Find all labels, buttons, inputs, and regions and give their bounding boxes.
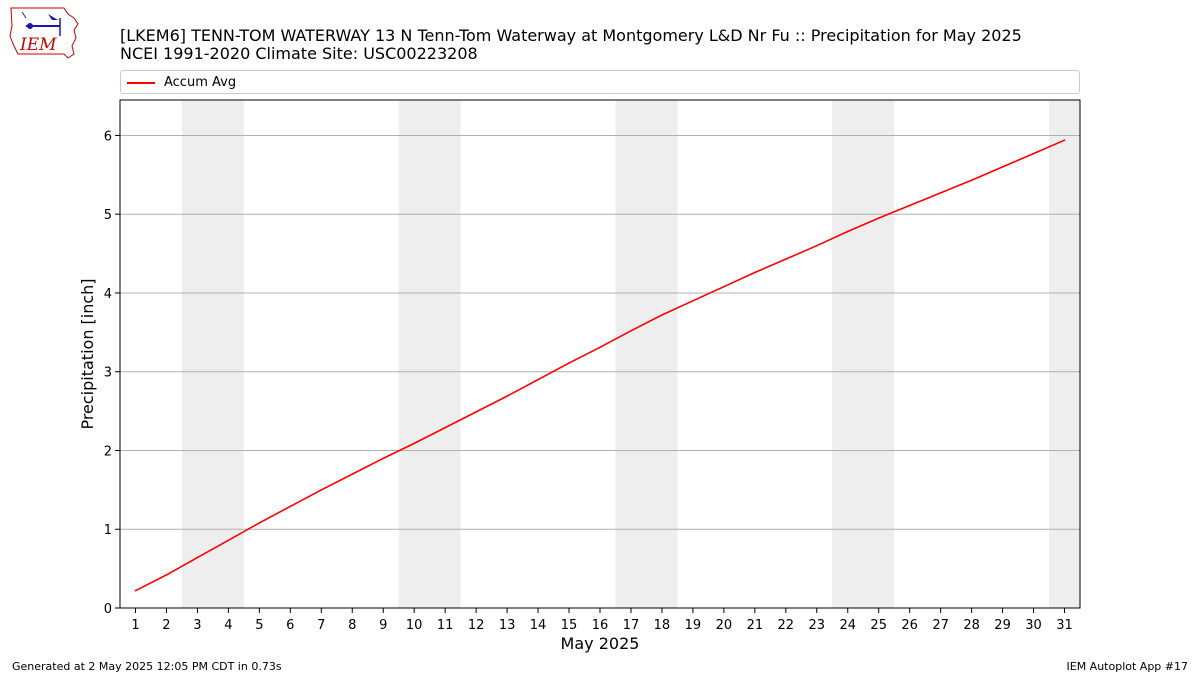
weekend-band	[1049, 100, 1080, 608]
x-tick-label: 3	[193, 618, 201, 633]
y-axis-label: Precipitation [inch]	[78, 278, 97, 429]
x-tick-label: 15	[561, 618, 578, 633]
data-point	[908, 204, 911, 207]
plot-frame	[119, 99, 1081, 609]
chart-title: [LKEM6] TENN-TOM WATERWAY 13 N Tenn-Tom …	[120, 26, 1022, 45]
chart-subtitle: NCEI 1991-2020 Climate Site: USC00223208	[120, 44, 478, 63]
data-point	[506, 395, 508, 397]
data-point	[723, 285, 725, 288]
logo-text: IEM	[19, 35, 57, 55]
weekend-band	[832, 100, 895, 608]
data-point	[413, 442, 415, 445]
y-tick-label: 3	[104, 366, 112, 381]
data-point	[537, 378, 539, 381]
x-tick-label: 1	[131, 618, 139, 633]
x-tick-label: 4	[224, 618, 232, 633]
data-point	[568, 362, 570, 364]
x-tick-label: 21	[747, 618, 764, 633]
x-tick-label: 20	[716, 618, 733, 633]
data-point	[1032, 152, 1035, 155]
x-tick-label: 10	[406, 618, 423, 633]
x-tick-label: 12	[468, 618, 485, 633]
data-point	[877, 217, 880, 219]
x-tick-label: 16	[592, 618, 609, 633]
data-point	[846, 230, 849, 233]
data-point	[785, 258, 787, 260]
weekend-band	[398, 100, 461, 608]
x-tick-label: 23	[809, 618, 826, 633]
data-point	[815, 244, 818, 247]
x-tick-label: 13	[499, 618, 516, 633]
data-point	[661, 314, 663, 316]
x-tick-label: 17	[623, 618, 640, 633]
data-point	[227, 539, 230, 542]
data-point	[475, 411, 477, 413]
footer-generated-text: Generated at 2 May 2025 12:05 PM CDT in …	[12, 660, 282, 673]
x-tick-label: 11	[437, 618, 454, 633]
x-tick-label: 6	[286, 618, 294, 633]
data-point	[599, 346, 601, 349]
y-tick-label: 4	[104, 287, 112, 302]
x-tick-label: 31	[1056, 618, 1073, 633]
x-axis-label: May 2025	[561, 634, 640, 653]
legend: Accum Avg	[120, 70, 1080, 94]
data-point	[196, 556, 199, 559]
weekend-band	[615, 100, 678, 608]
x-tick-label: 28	[963, 618, 980, 633]
x-tick-label: 25	[870, 618, 887, 633]
x-tick-label: 29	[994, 618, 1011, 633]
data-point	[134, 589, 137, 592]
footer-app-text: IEM Autoplot App #17	[1066, 660, 1189, 673]
x-tick-label: 18	[654, 618, 671, 633]
iem-logo: IEM	[9, 7, 79, 59]
data-point	[970, 179, 973, 182]
data-point	[258, 522, 261, 524]
y-tick-label: 2	[104, 444, 112, 459]
series-line-accum-avg	[135, 139, 1065, 592]
y-tick-label: 0	[104, 602, 112, 617]
weekend-band	[181, 100, 244, 608]
x-tick-label: 24	[839, 618, 856, 633]
y-tick-label: 6	[104, 129, 112, 144]
y-tick-label: 5	[104, 208, 112, 223]
x-tick-label: 8	[348, 618, 356, 633]
data-point	[165, 574, 168, 576]
data-point	[754, 271, 756, 274]
x-tick-label: 26	[901, 618, 918, 633]
data-point	[1063, 139, 1066, 141]
x-tick-label: 22	[778, 618, 795, 633]
data-point	[444, 426, 446, 429]
data-point	[289, 505, 292, 508]
data-point	[382, 457, 385, 460]
x-tick-label: 30	[1025, 618, 1042, 633]
legend-label-accum-avg: Accum Avg	[164, 75, 237, 90]
data-point	[320, 489, 323, 491]
data-point	[630, 329, 632, 332]
data-point	[692, 300, 694, 302]
x-tick-label: 19	[685, 618, 702, 633]
data-point	[351, 473, 354, 475]
data-point	[939, 192, 942, 194]
legend-swatch-accum-avg	[127, 82, 155, 84]
x-tick-label: 2	[162, 618, 170, 633]
data-point	[1001, 166, 1004, 168]
x-tick-label: 14	[530, 618, 547, 633]
x-tick-label: 7	[317, 618, 325, 633]
x-tick-label: 5	[255, 618, 263, 633]
x-tick-label: 27	[932, 618, 949, 633]
y-tick-label: 1	[104, 523, 112, 538]
x-tick-label: 9	[379, 618, 387, 633]
